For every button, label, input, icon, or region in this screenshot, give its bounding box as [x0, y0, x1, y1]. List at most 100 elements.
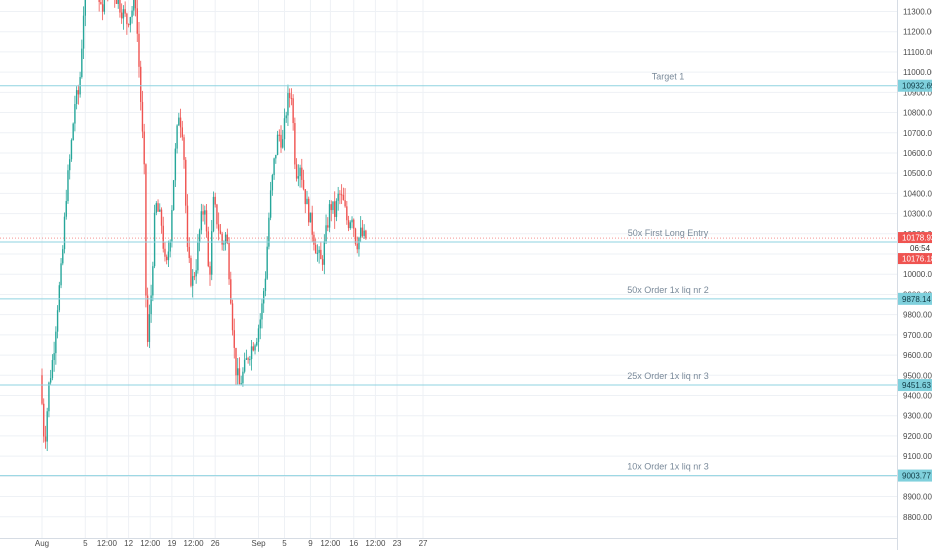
- candle-body: [60, 263, 62, 286]
- candle-body: [245, 358, 248, 360]
- candle-body: [358, 237, 360, 250]
- candle-body: [302, 179, 305, 190]
- candle-body: [140, 66, 142, 102]
- time-tick-label: 19: [167, 539, 176, 548]
- candle-body: [344, 200, 346, 207]
- candle-body: [169, 241, 171, 252]
- candle-body: [41, 375, 43, 404]
- candle-body: [115, 0, 118, 4]
- price-tick-label: 9800.00: [903, 311, 932, 320]
- candle-body: [219, 230, 222, 234]
- current-price-badge-label: 10178.93: [902, 234, 932, 243]
- candle-body: [242, 371, 244, 384]
- candle-body: [186, 205, 189, 247]
- candle-body: [181, 127, 183, 138]
- candle-body: [309, 212, 312, 223]
- candle-body: [316, 252, 319, 254]
- candle-body: [287, 93, 289, 116]
- price-tick-label: 10600.00: [903, 149, 932, 158]
- time-tick-label: 12:00: [140, 539, 161, 548]
- candle-body: [58, 285, 61, 311]
- candle-body: [133, 0, 135, 11]
- candle-body: [56, 310, 59, 332]
- time-axis[interactable]: Aug 5 12:00 12 12:00 19 12:00 26 Sep 5 9 12:00 16 12:…: [0, 538, 897, 550]
- level-label: 50x First Long Entry: [628, 228, 709, 238]
- candle-body: [223, 243, 225, 245]
- candle-body: [259, 319, 261, 329]
- candle-body: [216, 204, 218, 225]
- level-label: Target 1: [652, 72, 685, 82]
- price-tick-label: 9300.00: [903, 412, 932, 421]
- candle-body: [122, 9, 125, 19]
- low-price-badge: [898, 253, 932, 265]
- level-price-badge-label: 9003.77: [902, 472, 931, 481]
- candle-body: [207, 231, 209, 267]
- candle-body: [157, 203, 159, 212]
- candle-body: [243, 359, 246, 372]
- candle-body: [273, 158, 275, 176]
- candle-body: [288, 93, 291, 98]
- candle-body: [67, 170, 69, 202]
- time-tick-label: 5: [282, 539, 287, 548]
- price-axis[interactable]: 11300.00 11200.00 11100.00 11000.00 10900.00…: [897, 0, 932, 550]
- candle-body: [325, 225, 327, 242]
- time-tick-label: 26: [211, 539, 220, 548]
- candle-body: [129, 17, 132, 26]
- level-price-badge: [898, 379, 932, 392]
- price-tick-label: 9600.00: [903, 351, 932, 360]
- candle-body: [342, 194, 345, 201]
- candle-body: [266, 246, 268, 279]
- price-tick-label: 10500.00: [903, 169, 932, 178]
- candle-body: [131, 10, 133, 18]
- candle-body: [361, 227, 364, 236]
- candle-body: [134, 0, 137, 9]
- candle-body: [308, 198, 310, 223]
- candle-body: [53, 353, 55, 361]
- candle-body: [268, 217, 270, 247]
- candle-body: [221, 233, 223, 245]
- candle-body: [346, 206, 348, 221]
- level-label: 25x Order 1x liq nr 3: [627, 371, 709, 381]
- candle-body: [313, 234, 315, 245]
- candle-body: [359, 227, 362, 238]
- candle-body: [74, 104, 76, 124]
- candle-body: [340, 194, 343, 196]
- candle-body: [44, 436, 47, 442]
- candle-body: [174, 148, 177, 181]
- candle-body: [49, 378, 52, 383]
- time-tick-label: 12:00: [184, 539, 205, 548]
- candle-body: [176, 125, 178, 149]
- price-tick-label: 11000.00: [903, 68, 932, 77]
- candle-body: [240, 383, 242, 385]
- candle-body: [330, 204, 332, 211]
- price-tick-label: 11200.00: [903, 28, 932, 37]
- candle-body: [356, 243, 358, 250]
- candle-body: [283, 118, 286, 140]
- candle-body: [269, 190, 272, 218]
- candle-body: [363, 230, 365, 236]
- low-price-badge-label: 10176.18: [902, 255, 932, 264]
- candle-body: [150, 295, 152, 315]
- candle-body: [231, 303, 234, 331]
- price-tick-label: 9100.00: [903, 452, 932, 461]
- time-tick-label: 12: [124, 539, 133, 548]
- candle-body: [119, 0, 121, 13]
- candle-body: [159, 209, 161, 212]
- candle-body: [337, 193, 339, 201]
- candle-body: [353, 219, 355, 229]
- candle-body: [209, 266, 211, 275]
- candle-body: [48, 382, 50, 412]
- candle-body: [55, 331, 57, 354]
- candle-body: [290, 97, 293, 99]
- candle-body: [297, 176, 300, 179]
- candle-body: [314, 244, 317, 254]
- price-tick-label: 10400.00: [903, 189, 932, 198]
- price-tick-label: 11100.00: [903, 48, 932, 57]
- candle-body: [304, 189, 306, 205]
- level-price-badge: [898, 79, 932, 92]
- time-tick-label: 12:00: [365, 539, 386, 548]
- candle-body: [205, 210, 208, 232]
- level-price-badge: [898, 469, 932, 482]
